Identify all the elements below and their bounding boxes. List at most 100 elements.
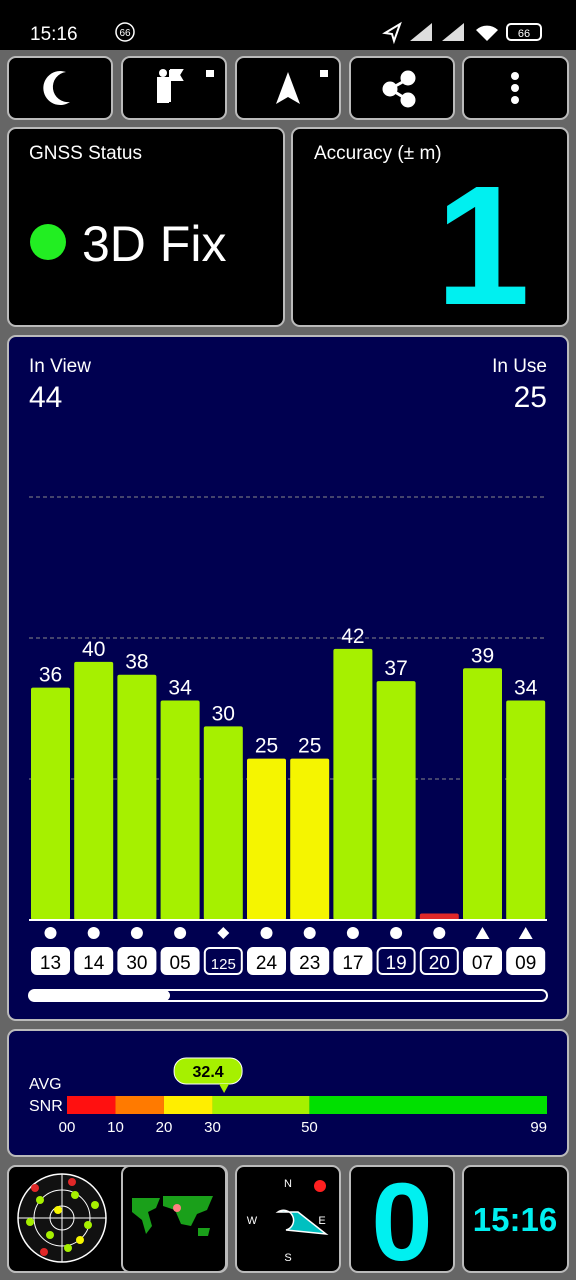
guide-button[interactable]	[121, 56, 227, 120]
snr-panel	[7, 1029, 569, 1157]
bar	[333, 648, 373, 920]
bar	[203, 726, 243, 920]
bar	[506, 700, 546, 920]
scrollbar-thumb[interactable]	[29, 990, 170, 1001]
compass-tile[interactable]	[235, 1165, 341, 1273]
constellation-marker	[518, 927, 533, 939]
bar	[160, 700, 200, 920]
satellite-id: 13	[40, 953, 61, 974]
value-label: 39	[471, 644, 494, 667]
speed-value: 0	[371, 1161, 432, 1280]
value-label: 34	[514, 677, 538, 700]
wifi-icon	[476, 25, 498, 41]
signal-icon	[442, 23, 464, 41]
clock-value: 15:16	[473, 1201, 557, 1238]
value-label: 37	[384, 657, 407, 680]
satellite-id-box	[117, 947, 157, 975]
constellation-marker	[390, 927, 403, 939]
in-use-value: 25	[514, 381, 547, 414]
snr-tick-label: 50	[301, 1119, 318, 1136]
satellite-id: 14	[83, 953, 105, 974]
constellation-marker	[433, 927, 446, 939]
bar	[290, 758, 330, 920]
satellite-id: 24	[256, 953, 278, 974]
sky-plot	[17, 1173, 107, 1263]
satellite-id: 07	[472, 953, 493, 974]
value-label: 25	[298, 735, 321, 758]
in-view-value: 44	[29, 381, 62, 414]
satellite-id-box	[31, 947, 70, 975]
bar	[247, 758, 286, 920]
snr-scale: 00 10 20 30 50 99 32.4	[59, 1057, 547, 1136]
constellation-marker	[475, 927, 490, 939]
snr-average-pointer	[219, 1084, 230, 1093]
gnss-status-label: GNSS Status	[29, 143, 142, 164]
snr-segment	[163, 1096, 213, 1114]
constellation-marker	[44, 927, 57, 939]
in-use-label: In Use	[492, 356, 547, 377]
sun-marker	[314, 1180, 326, 1192]
status-bar	[0, 0, 576, 50]
snr-tick-label: 99	[530, 1119, 547, 1136]
bar	[31, 687, 70, 920]
share-icon	[382, 70, 416, 108]
snr-segment	[115, 1096, 164, 1114]
value-label: 25	[255, 735, 278, 758]
satellite-id: 125	[211, 956, 236, 973]
grid	[29, 496, 547, 780]
fix-indicator	[30, 224, 66, 260]
person-flag-icon	[157, 69, 184, 103]
satellite-id: 19	[386, 953, 407, 974]
location-icon	[382, 21, 402, 45]
satellite-id-box	[463, 947, 502, 975]
snr-average-bubble	[173, 1057, 243, 1085]
compass-w: W	[247, 1215, 258, 1227]
satellite-id-box	[74, 947, 114, 975]
position-marker	[173, 1204, 181, 1212]
gnss-status-panel	[7, 127, 285, 327]
map-tile[interactable]	[121, 1165, 227, 1273]
world-map	[132, 1196, 213, 1236]
value-label: 38	[125, 651, 148, 674]
constellation-marker	[303, 927, 316, 939]
lock-icon	[320, 70, 328, 77]
constellation-marker	[260, 927, 273, 939]
constellation-marker	[346, 927, 359, 939]
clock-tile[interactable]	[462, 1165, 569, 1273]
satellite-id: 30	[126, 953, 147, 974]
value-label: 30	[212, 702, 235, 725]
compass-s: S	[284, 1252, 291, 1264]
night-mode-button[interactable]	[7, 56, 113, 120]
speed-tile[interactable]	[349, 1165, 455, 1273]
toolbar	[7, 56, 569, 120]
satellite-id: 17	[342, 953, 363, 974]
gnss-status-value: 3D Fix	[82, 216, 226, 272]
satellite-id-box	[247, 947, 286, 975]
bar	[117, 674, 157, 920]
value-label: 34	[168, 677, 192, 700]
compass-needle	[275, 1209, 329, 1236]
arrow-icon	[276, 72, 300, 104]
accuracy-panel	[291, 127, 569, 327]
value-label: 42	[341, 625, 364, 648]
snr-segment	[309, 1096, 547, 1114]
snr-tick-label: 30	[204, 1119, 221, 1136]
snr-label-snr: SNR	[29, 1098, 63, 1115]
menu-icon	[511, 72, 519, 104]
battery-level: 66	[518, 28, 530, 40]
satellite-id: 20	[429, 953, 450, 974]
lock-icon	[206, 70, 214, 77]
share-button[interactable]	[349, 56, 455, 120]
bar	[376, 681, 416, 920]
satellite-id-box	[376, 947, 416, 975]
compass-e: E	[318, 1215, 325, 1227]
notification-badge	[115, 22, 135, 42]
bar	[74, 661, 114, 920]
snr-tick-label: 20	[156, 1119, 173, 1136]
constellation-marker	[217, 927, 230, 939]
satellite-id-box	[506, 947, 546, 975]
notification-count: 66	[119, 28, 131, 39]
satellite-id: 23	[299, 953, 320, 974]
bar	[463, 668, 502, 920]
